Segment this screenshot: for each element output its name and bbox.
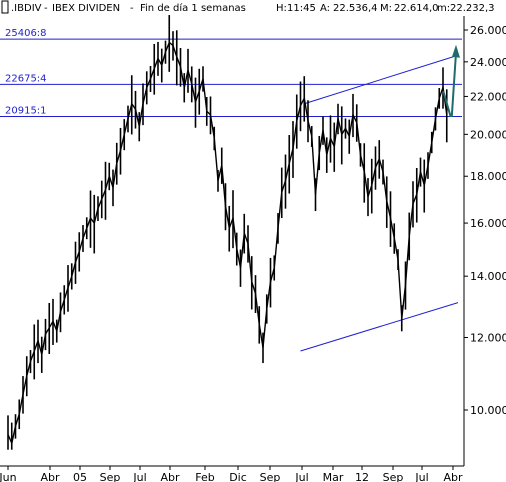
x-tick-label-10: Mar [323,471,344,482]
trend-lines [300,54,459,352]
projection-arrow [442,44,460,118]
header-low-label: m: [437,3,450,14]
header-sep-2: - [130,3,134,14]
y-tick-label-1: 24.000,0 [470,56,506,69]
header-h-label: H: [276,3,287,14]
x-tick-label-13: Jul [414,471,428,482]
y-tick-label-8: 10.000,0 [470,404,506,417]
projection-arrowhead-icon [452,44,460,58]
y-tick-label-4: 18.000,0 [470,170,506,183]
price-line [7,41,448,446]
projection-down-stroke [442,90,452,118]
y-tick-label-0: 26.000,0 [470,24,506,37]
header-a-value: 22.536,4 [333,3,378,14]
y-tick-label-3: 20.000,0 [470,128,506,141]
projection-up-stroke [450,52,457,118]
x-tick-label-9: Jul [294,471,308,482]
x-tick-label-4: Jul [132,471,146,482]
x-tick-label-8: Sep [260,471,281,482]
trend-line-0 [304,54,459,105]
x-tick-label-11: 12 [355,471,369,482]
level-label-1: 22675:4 [5,73,47,84]
x-tick-label-5: Abr [160,471,180,482]
header-sep-1: - [44,3,48,14]
x-axis-ticks: Jun Abr 05 Sep Jul Abr Feb Dic Sep Jul Mar 12 Sep Jul… [0,466,463,482]
y-tick-label-5: 16.000,0 [470,217,506,230]
trend-line-1 [300,302,459,352]
level-label-2: 20915:1 [5,106,47,117]
header-symbol: .IBDIV [11,3,42,14]
x-tick-label-0: Jun [0,471,17,482]
y-tick-label-2: 22.000,0 [470,90,506,103]
chart-header: .IBDIV - IBEX DIVIDEN - Fin de día 1 sem… [1,0,495,14]
y-tick-label-7: 12.000,0 [470,331,506,344]
x-tick-label-1: Abr [40,471,60,482]
header-name: IBEX DIVIDEN [52,3,120,14]
header-box-icon [1,0,9,14]
x-tick-label-12: Sep [383,471,404,482]
y-tick-label-6: 14.000,0 [470,270,506,283]
x-tick-label-14: Abr [443,471,463,482]
header-m-label: M: [380,3,392,14]
header-h-value: 11:45 [287,3,316,14]
x-tick-label-2: 05 [73,471,87,482]
horizontal-levels: 25406:8 22675:4 20915:1 [0,28,462,118]
y-axis-ticks: 26.000,0 24.000,0 22.000,0 20.000,0 18.000,0… [464,24,506,417]
header-m-value: 22.614,0 [394,3,439,14]
x-tick-label-7: Dic [229,471,247,482]
price-series [7,15,448,450]
x-tick-label-3: Sep [100,471,121,482]
level-label-0: 25406:8 [5,28,47,39]
header-low-value: 22.232,3 [450,3,495,14]
header-period: Fin de día 1 semanas [140,2,246,14]
header-a-label: A: [320,3,330,14]
x-tick-label-6: Feb [195,471,214,482]
